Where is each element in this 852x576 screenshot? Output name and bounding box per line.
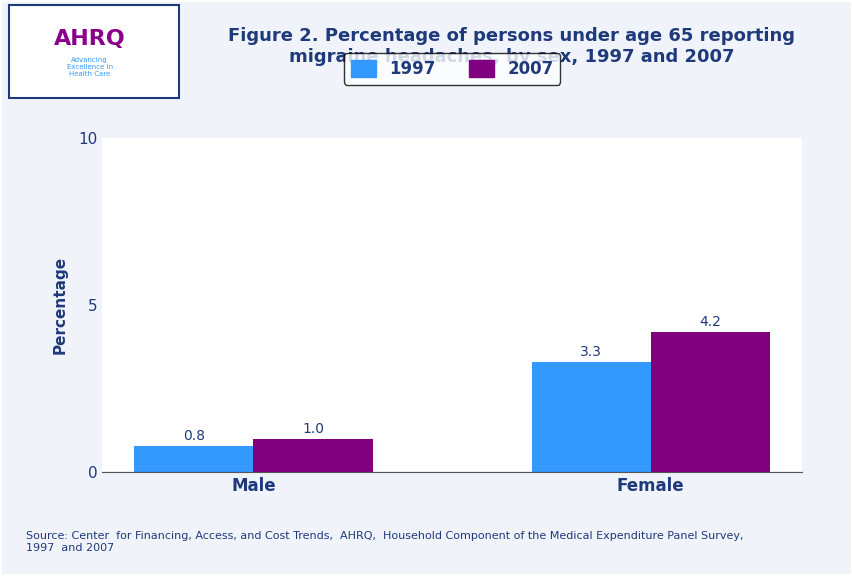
Bar (531, 362, 650, 472)
Bar (134, 446, 253, 472)
Text: 1.0: 1.0 (302, 422, 324, 436)
FancyBboxPatch shape (9, 5, 179, 98)
Text: 3.3: 3.3 (579, 346, 602, 359)
Text: 4.2: 4.2 (699, 315, 721, 329)
Text: Source: Center  for Financing, Access, and Cost Trends,  AHRQ,  Household Compon: Source: Center for Financing, Access, an… (26, 531, 742, 553)
Text: Advancing
Excellence in
Health Care: Advancing Excellence in Health Care (66, 58, 112, 77)
Bar (253, 439, 372, 472)
Legend: 1997, 2007: 1997, 2007 (343, 53, 560, 85)
Y-axis label: Percentage: Percentage (52, 256, 67, 354)
Text: AHRQ: AHRQ (54, 29, 125, 50)
Bar (650, 332, 769, 472)
Text: 0.8: 0.8 (182, 429, 204, 443)
Text: Figure 2. Percentage of persons under age 65 reporting
migraine headaches, by se: Figure 2. Percentage of persons under ag… (228, 27, 794, 66)
